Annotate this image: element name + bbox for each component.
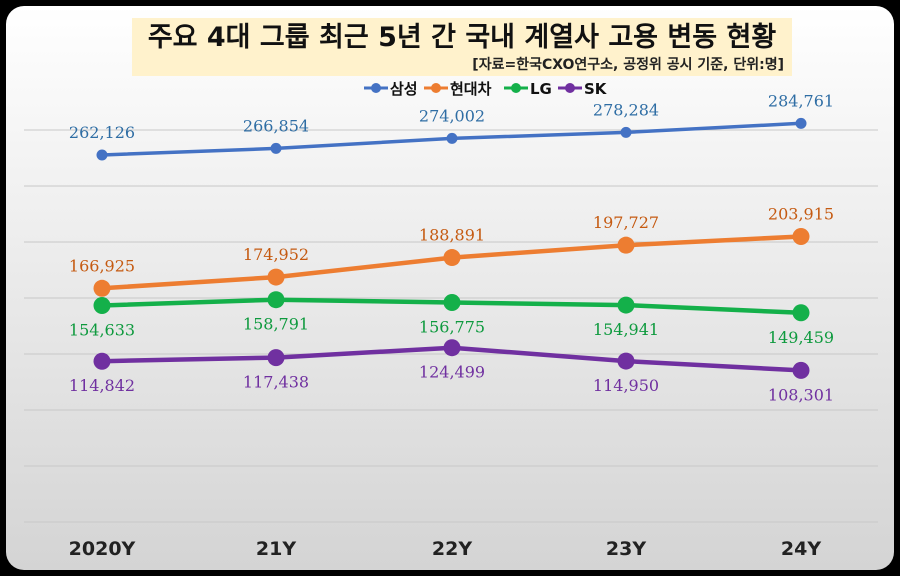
data-label: 124,499	[419, 363, 485, 382]
chart-frame: 주요 4대 그룹 최근 5년 간 국내 계열사 고용 변동 현황 [자료=한국C…	[6, 6, 894, 570]
data-point	[267, 268, 285, 286]
data-point	[443, 339, 461, 357]
series-lines: 262,126 266,854 274,002 278,284 284,761 166,9…	[69, 91, 834, 404]
data-point	[93, 297, 111, 315]
data-point	[620, 126, 632, 138]
data-label: 156,775	[419, 318, 485, 337]
data-point	[792, 304, 810, 322]
x-tick-label: 2020Y	[69, 538, 136, 560]
chart-background	[6, 6, 894, 570]
x-tick-label: 24Y	[781, 538, 821, 560]
legend-label: 현대차	[450, 80, 492, 98]
data-point	[93, 352, 111, 370]
data-point	[443, 294, 461, 312]
data-label: 197,727	[593, 213, 659, 232]
data-point	[267, 291, 285, 309]
data-label: 158,791	[243, 315, 309, 334]
data-label: 274,002	[419, 106, 485, 125]
legend-label: LG	[530, 80, 552, 98]
data-label: 188,891	[419, 226, 485, 245]
x-tick-label: 23Y	[606, 538, 646, 560]
legend-label: SK	[584, 80, 608, 98]
data-label: 149,459	[768, 328, 834, 347]
data-label: 174,952	[243, 245, 309, 264]
data-label: 203,915	[768, 205, 834, 224]
legend-marker	[431, 83, 441, 93]
data-point	[792, 361, 810, 379]
title-box	[132, 18, 792, 76]
data-point	[93, 279, 111, 297]
data-label: 278,284	[593, 100, 659, 119]
data-label: 166,925	[69, 256, 135, 275]
data-point	[96, 149, 108, 161]
data-point	[792, 228, 810, 246]
data-point	[446, 132, 458, 144]
data-label: 154,941	[593, 320, 659, 339]
legend-item-lg: LG	[504, 80, 552, 98]
line-chart: 주요 4대 그룹 최근 5년 간 국내 계열사 고용 변동 현황 [자료=한국C…	[6, 6, 894, 570]
legend-item-samsung: 삼성	[364, 80, 418, 98]
chart-title: 주요 4대 그룹 최근 5년 간 국내 계열사 고용 변동 현황	[148, 22, 777, 53]
series-samsung: 262,126 266,854 274,002 278,284 284,761	[69, 91, 834, 161]
data-label: 114,950	[593, 376, 659, 395]
data-point	[617, 236, 635, 254]
legend: 삼성 현대차 LG SK	[364, 80, 608, 98]
legend-marker	[371, 83, 381, 93]
legend-item-sk: SK	[558, 80, 608, 98]
data-point	[617, 296, 635, 314]
gridlines	[24, 129, 878, 523]
legend-marker	[511, 83, 521, 93]
x-tick-label: 22Y	[432, 538, 472, 560]
data-label: 284,761	[768, 91, 834, 110]
data-label: 114,842	[69, 376, 135, 395]
series-lg: 154,633 158,791 156,775 154,941 149,459	[69, 291, 834, 347]
data-point	[270, 142, 282, 154]
chart-source: [자료=한국CXO연구소, 공정위 공시 기준, 단위:명]	[472, 56, 784, 73]
data-label: 108,301	[768, 385, 834, 404]
x-tick-label: 21Y	[256, 538, 296, 560]
legend-label: 삼성	[390, 80, 418, 98]
data-label: 117,438	[243, 373, 309, 392]
legend-item-hyundai: 현대차	[424, 80, 492, 98]
category-axis: 2020Y 21Y 22Y 23Y 24Y	[69, 538, 822, 560]
data-point	[617, 352, 635, 370]
series-hyundai: 166,925 174,952 188,891 197,727 203,915	[69, 205, 834, 297]
legend-marker	[565, 83, 575, 93]
series-sk: 114,842 117,438 124,499 114,950 108,301	[69, 339, 834, 404]
data-point	[795, 117, 807, 129]
data-label: 266,854	[243, 116, 309, 135]
data-label: 262,126	[69, 123, 135, 142]
data-label: 154,633	[69, 321, 135, 340]
data-point	[443, 249, 461, 267]
data-point	[267, 349, 285, 367]
